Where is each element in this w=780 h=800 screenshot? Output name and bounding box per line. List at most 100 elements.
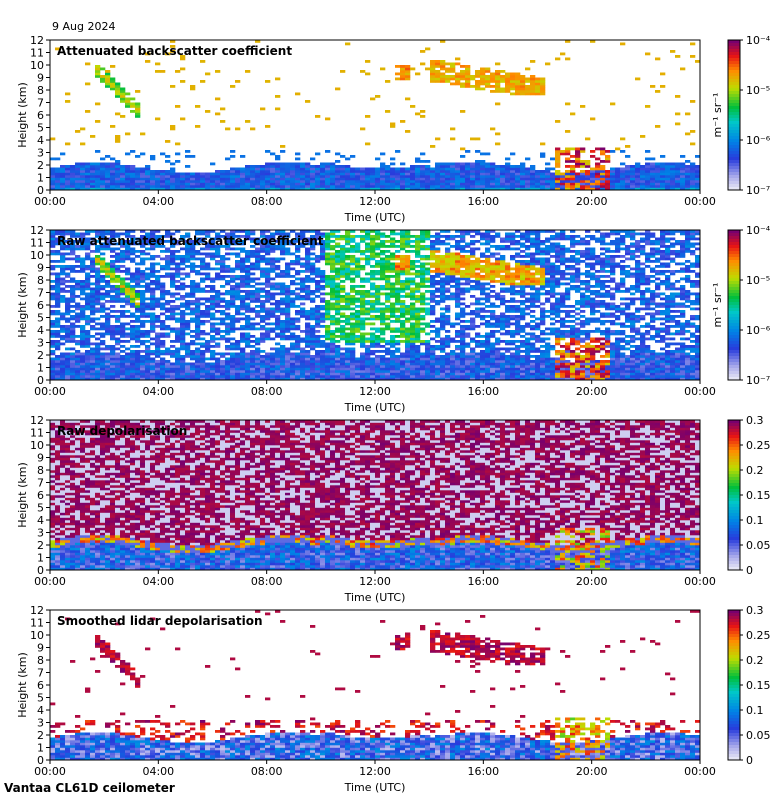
y-tick-label: 9 <box>37 262 44 275</box>
y-tick-label: 1 <box>37 362 44 375</box>
colorbar-tick-label: 0.3 <box>746 414 764 427</box>
y-tick-label: 12 <box>30 224 44 237</box>
y-tick-label: 11 <box>30 237 44 250</box>
x-axis-label: Time (UTC) <box>344 781 406 794</box>
y-tick-label: 2 <box>37 349 44 362</box>
y-tick-label: 10 <box>30 629 44 642</box>
colorbar-tick-label: 10⁻⁷ <box>746 374 770 387</box>
x-tick-label: 20:00 <box>576 575 608 588</box>
y-tick-label: 11 <box>30 617 44 630</box>
y-tick-label: 0 <box>37 564 44 577</box>
y-tick-label: 6 <box>37 679 44 692</box>
y-tick-label: 2 <box>37 729 44 742</box>
colorbar-tick-label: 10⁻⁶ <box>746 134 771 147</box>
y-tick-label: 2 <box>37 159 44 172</box>
y-tick-label: 8 <box>37 654 44 667</box>
colorbar-tick-label: 0.25 <box>746 439 771 452</box>
colorbar-tick-label: 10⁻⁴ <box>746 34 771 47</box>
colorbar: 0.3 0.25 0.2 0.15 0.1 0.05 0 <box>727 604 771 767</box>
y-tick-label: 6 <box>37 489 44 502</box>
y-tick-label: 12 <box>30 604 44 617</box>
heatmap-cells <box>50 40 701 191</box>
y-tick-label: 0 <box>37 184 44 197</box>
x-tick-label: 00:00 <box>34 195 66 208</box>
y-tick-label: 9 <box>37 642 44 655</box>
colorbar-unit-label: m⁻¹ sr⁻¹ <box>711 93 724 138</box>
heatmap-cells <box>50 230 701 381</box>
y-axis-label: Height (km) <box>16 652 29 718</box>
x-tick-label: 08:00 <box>251 195 283 208</box>
y-tick-label: 5 <box>37 312 44 325</box>
y-tick-label: 6 <box>37 299 44 312</box>
instrument-footer: Vantaa CL61D ceilometer <box>4 781 175 795</box>
y-tick-label: 12 <box>30 414 44 427</box>
y-tick-label: 4 <box>37 324 44 337</box>
y-tick-label: 11 <box>30 47 44 60</box>
y-tick-label: 10 <box>30 439 44 452</box>
colorbar: 10⁻⁴ 10⁻⁵ 10⁻⁶ 10⁻⁷ m⁻¹ sr⁻¹ <box>711 34 771 197</box>
colorbar-tick-label: 0.15 <box>746 679 771 692</box>
y-tick-label: 0 <box>37 374 44 387</box>
colorbar-tick-label: 0 <box>746 754 753 767</box>
x-tick-label: 08:00 <box>251 765 283 778</box>
x-tick-label: 04:00 <box>142 195 174 208</box>
y-tick-label: 4 <box>37 704 44 717</box>
panel-title: Raw depolarisation <box>57 424 187 438</box>
colorbar-tick-label: 10⁻⁴ <box>746 224 771 237</box>
x-tick-label: 04:00 <box>142 385 174 398</box>
y-tick-label: 10 <box>30 249 44 262</box>
x-tick-label: 20:00 <box>576 385 608 398</box>
colorbar-tick-label: 10⁻⁷ <box>746 184 770 197</box>
colorbar: 10⁻⁴ 10⁻⁵ 10⁻⁶ 10⁻⁷ m⁻¹ sr⁻¹ <box>711 224 771 387</box>
date-label: 9 Aug 2024 <box>52 20 116 33</box>
y-tick-label: 5 <box>37 692 44 705</box>
y-tick-label: 5 <box>37 502 44 515</box>
x-tick-label: 20:00 <box>576 195 608 208</box>
y-tick-label: 6 <box>37 109 44 122</box>
colorbar-tick-label: 0.1 <box>746 704 764 717</box>
y-axis-label: Height (km) <box>16 462 29 528</box>
colorbar-unit-label: m⁻¹ sr⁻¹ <box>711 283 724 328</box>
colorbar-tick-label: 0.25 <box>746 629 771 642</box>
colorbar-tick-label: 0.05 <box>746 539 771 552</box>
colorbar-tick-label: 10⁻⁵ <box>746 84 770 97</box>
panel-title: Attenuated backscatter coefficient <box>57 44 292 58</box>
x-tick-label: 00:00 <box>34 385 66 398</box>
x-tick-label: 08:00 <box>251 575 283 588</box>
x-tick-label: 04:00 <box>142 575 174 588</box>
y-tick-label: 5 <box>37 122 44 135</box>
y-tick-label: 10 <box>30 59 44 72</box>
x-tick-label: 00:00 <box>684 385 716 398</box>
y-tick-label: 7 <box>37 667 44 680</box>
x-axis-label: Time (UTC) <box>344 591 406 604</box>
colorbar-tick-label: 0.2 <box>746 464 764 477</box>
y-tick-label: 4 <box>37 134 44 147</box>
x-tick-label: 00:00 <box>684 195 716 208</box>
y-tick-label: 2 <box>37 539 44 552</box>
x-tick-label: 20:00 <box>576 765 608 778</box>
y-tick-label: 3 <box>37 147 44 160</box>
y-tick-label: 7 <box>37 287 44 300</box>
y-tick-label: 12 <box>30 34 44 47</box>
y-tick-label: 8 <box>37 464 44 477</box>
y-tick-label: 0 <box>37 754 44 767</box>
panel-title: Raw attenuated backscatter coefficient <box>57 234 324 248</box>
x-axis-label: Time (UTC) <box>344 211 406 224</box>
x-axis-label: Time (UTC) <box>344 401 406 414</box>
x-tick-label: 12:00 <box>359 195 391 208</box>
y-tick-label: 1 <box>37 742 44 755</box>
y-tick-label: 3 <box>37 527 44 540</box>
colorbar-tick-label: 0.2 <box>746 654 764 667</box>
colorbar-tick-label: 0.3 <box>746 604 764 617</box>
colorbar-tick-label: 0.1 <box>746 514 764 527</box>
y-tick-label: 7 <box>37 97 44 110</box>
x-tick-label: 16:00 <box>467 195 499 208</box>
x-tick-label: 12:00 <box>359 765 391 778</box>
y-tick-label: 3 <box>37 717 44 730</box>
x-tick-label: 16:00 <box>467 385 499 398</box>
y-tick-label: 7 <box>37 477 44 490</box>
colorbar-tick-label: 10⁻⁶ <box>746 324 771 337</box>
x-tick-label: 12:00 <box>359 385 391 398</box>
